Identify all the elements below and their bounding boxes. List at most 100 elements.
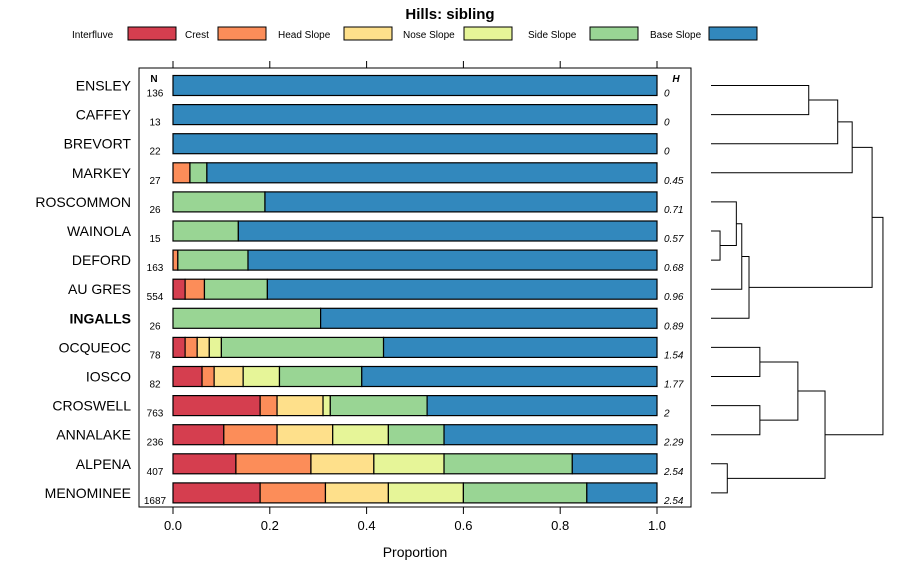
row-label: MARKEY	[72, 165, 132, 181]
h-value: 0	[664, 147, 670, 158]
bar-segment	[201, 365, 215, 388]
dendrogram-link	[711, 99, 839, 145]
dendrogram	[711, 85, 884, 494]
n-value: 763	[147, 409, 164, 420]
row-label: CAFFEY	[76, 107, 132, 123]
n-value: 236	[147, 438, 164, 449]
h-value: 0.45	[664, 176, 684, 187]
bar-segment	[373, 453, 445, 475]
h-value: 0	[664, 118, 670, 129]
x-axis: 0.0 0.2 0.4 0.6 0.8 1.0	[164, 61, 666, 533]
dendrogram-link	[711, 255, 750, 319]
dendrogram-link	[711, 405, 761, 436]
bar-segment	[177, 249, 249, 271]
dendrogram-link	[711, 230, 721, 261]
n-value: 26	[149, 321, 161, 332]
x-tick-label: 0.6	[454, 518, 472, 533]
bar-segment	[259, 395, 278, 417]
bar-segment	[322, 395, 331, 417]
bar-segment	[172, 336, 186, 358]
legend-label: Head Slope	[278, 30, 331, 41]
bar-segment	[247, 249, 658, 271]
row-label: CROSWELL	[52, 398, 131, 414]
bar-segment	[172, 103, 658, 126]
legend-label: Side Slope	[528, 30, 577, 41]
dendrogram-link	[825, 216, 884, 436]
bar-segment	[172, 191, 266, 213]
n-value: 78	[149, 350, 161, 361]
legend-label: Base Slope	[650, 30, 702, 41]
row-label: BREVORT	[64, 136, 132, 152]
bar-segment	[172, 220, 239, 242]
row-label: AU GRES	[68, 281, 131, 297]
n-value: 26	[149, 205, 161, 216]
h-value: 2	[663, 409, 670, 420]
x-tick-label: 0.8	[551, 518, 569, 533]
dendrogram-link	[759, 361, 799, 421]
n-value: 15	[149, 234, 161, 245]
bar-segment	[382, 336, 658, 358]
bar-segment	[172, 133, 658, 155]
h-value: 0	[664, 89, 670, 100]
legend-label: Nose Slope	[403, 30, 455, 41]
bar-segment	[196, 336, 210, 358]
bar-segment	[172, 424, 225, 446]
bar-segment	[443, 453, 573, 475]
bar-segment	[208, 336, 223, 358]
legend-swatch	[217, 26, 267, 41]
dendrogram-link	[711, 85, 810, 116]
legend-swatch	[589, 26, 639, 41]
row-label: ALPENA	[76, 456, 132, 472]
n-value: 554	[147, 292, 164, 303]
legend: Interfluve Crest Head Slope Nose Slope Side …	[72, 26, 758, 41]
n-value: 163	[147, 263, 164, 274]
bar-segment	[324, 482, 389, 504]
chart-title: Hills: sibling	[405, 6, 494, 23]
bar-segment	[266, 278, 658, 300]
bar-segment	[332, 424, 389, 446]
dendrogram-link	[711, 346, 761, 377]
n-value: 22	[149, 147, 161, 158]
bar-segment	[235, 453, 312, 475]
n-value: 407	[147, 467, 164, 478]
h-value: 0.89	[664, 321, 684, 332]
legend-label: Crest	[185, 30, 209, 41]
legend-label: Interfluve	[72, 30, 114, 41]
row-label: ANNALAKE	[56, 427, 131, 443]
bar-segment	[361, 365, 658, 388]
x-axis-label: Proportion	[383, 544, 448, 560]
bar-segment	[276, 424, 334, 446]
plot-frame	[138, 67, 692, 508]
n-value: 27	[149, 176, 161, 187]
bar-segment	[276, 395, 324, 417]
h-value: 2.54	[663, 496, 684, 507]
bar-segment	[172, 307, 322, 329]
dendrogram-link	[749, 146, 873, 288]
bar-segment	[462, 482, 588, 504]
h-value: 0.96	[664, 292, 684, 303]
h-value: 1.77	[664, 380, 684, 391]
bar-segment	[213, 365, 244, 388]
bar-segment	[206, 162, 658, 184]
n-value: 136	[147, 89, 164, 100]
row-label: WAINOLA	[67, 223, 132, 239]
bar-segment	[242, 365, 281, 388]
bar-segment	[172, 74, 658, 97]
legend-swatch	[127, 26, 177, 41]
x-tick-label: 0.0	[164, 518, 182, 533]
bar-segment	[223, 424, 278, 446]
x-tick-label: 1.0	[648, 518, 666, 533]
n-value: 13	[149, 118, 161, 129]
bar-segment	[172, 365, 203, 388]
bar-segment	[586, 482, 658, 504]
dendrogram-link	[711, 223, 743, 290]
bar-segment	[426, 395, 658, 417]
row-label: ENSLEY	[76, 78, 132, 94]
bar-segment	[264, 191, 658, 213]
h-value: 1.54	[664, 350, 684, 361]
row-label: MENOMINEE	[45, 485, 131, 501]
bar-segment	[310, 453, 375, 475]
row-label: DEFORD	[72, 252, 131, 268]
bar-segment	[172, 278, 186, 300]
row-label: INGALLS	[70, 310, 131, 326]
